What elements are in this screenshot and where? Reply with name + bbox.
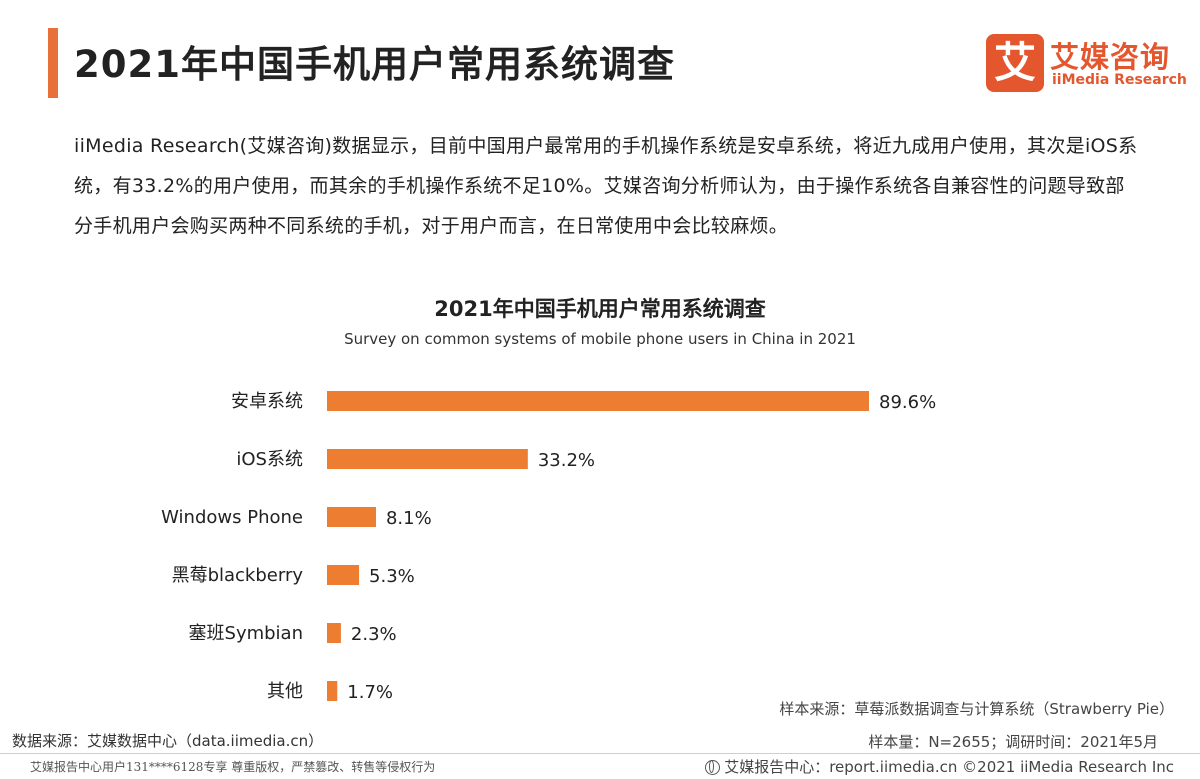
bar: [327, 391, 869, 411]
value-label: 5.3%: [369, 566, 415, 587]
footer-report-link[interactable]: 艾媒报告中心：report.iimedia.cn ©2021 iiMedia R…: [705, 756, 1174, 777]
logo-mark: 艾: [986, 34, 1044, 92]
globe-icon: [705, 760, 721, 775]
category-label: iOS系统: [236, 449, 303, 470]
data-source-note: 数据来源：艾媒数据中心（data.iimedia.cn）: [12, 732, 324, 750]
sample-size-note: 样本量：N=2655；调研时间：2021年5月: [868, 733, 1158, 751]
value-label: 33.2%: [538, 450, 595, 471]
category-label: 塞班Symbian: [189, 623, 303, 644]
value-label: 8.1%: [386, 508, 432, 529]
iimedia-logo: 艾 艾媒咨询 iiMedia Research: [986, 34, 1187, 92]
sample-source-note: 样本来源：草莓派数据调查与计算系统（Strawberry Pie）: [779, 700, 1174, 718]
category-label: 安卓系统: [231, 391, 303, 412]
footer-report-text: 艾媒报告中心：report.iimedia.cn ©2021 iiMedia R…: [724, 758, 1174, 776]
category-label: Windows Phone: [161, 507, 303, 528]
page-title: 2021年中国手机用户常用系统调查: [74, 43, 675, 86]
chart-title: 2021年中国手机用户常用系统调查: [434, 297, 766, 321]
intro-paragraph: iiMedia Research(艾媒咨询)数据显示，目前中国用户最常用的手机操…: [74, 135, 1138, 237]
footer-copyright: 艾媒报告中心用户131****6128专享 尊重版权，严禁篡改、转售等侵权行为: [30, 760, 436, 774]
value-label: 2.3%: [351, 624, 397, 645]
bar: [327, 681, 338, 701]
chart-subtitle: Survey on common systems of mobile phone…: [344, 330, 856, 348]
bar: [327, 507, 376, 527]
logo-text-cn: 艾媒咨询: [1050, 40, 1171, 74]
bar: [327, 623, 341, 643]
bar: [327, 449, 528, 469]
category-label: 其他: [267, 681, 303, 702]
value-label: 89.6%: [879, 392, 936, 413]
bar: [327, 565, 360, 585]
title-accent-bar: [48, 28, 58, 98]
footer-divider: [0, 753, 1200, 754]
logo-text-en: iiMedia Research: [1052, 72, 1187, 88]
value-label: 1.7%: [347, 682, 393, 703]
category-label: 黑莓blackberry: [172, 565, 304, 586]
